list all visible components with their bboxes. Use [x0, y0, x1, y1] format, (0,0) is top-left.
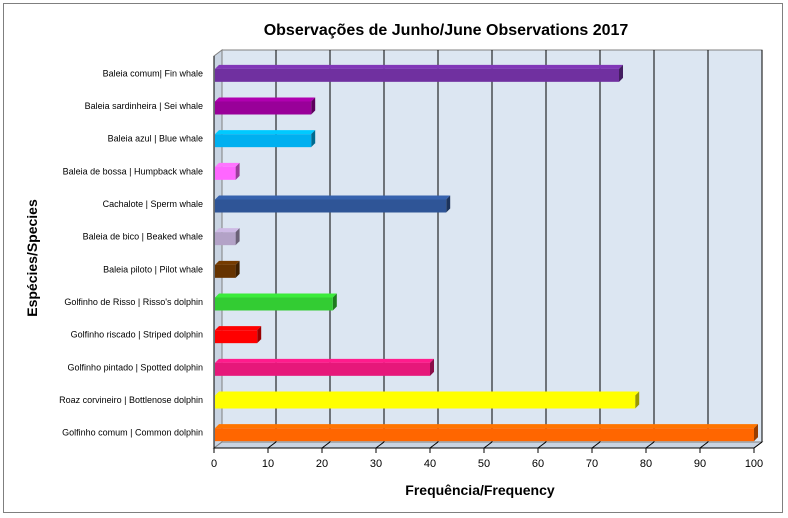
gridline-floor — [321, 441, 331, 449]
bar — [215, 428, 754, 442]
bar-top — [215, 130, 316, 135]
bar-top — [215, 358, 434, 363]
bar-top — [215, 293, 337, 298]
y-tick-label: Golfinho pintado | Spotted dolphin — [68, 362, 203, 372]
x-tick-label: 50 — [478, 458, 490, 470]
x-tick-label: 40 — [424, 458, 436, 470]
y-tick-label: Baleia de bossa | Humpback whale — [63, 166, 203, 176]
bar — [215, 395, 636, 409]
x-axis-title: Frequência/Frequency — [405, 482, 555, 498]
bar-top — [215, 326, 262, 331]
bar-top — [215, 162, 240, 167]
bar-top — [215, 391, 640, 396]
y-tick-label: Baleia piloto | Pilot whale — [103, 264, 203, 274]
bar-end — [619, 64, 623, 82]
chart-title: Observações de Junho/June Observations 2… — [264, 22, 629, 39]
bar-end — [311, 130, 316, 148]
x-tick-label: 60 — [532, 458, 544, 470]
plot-area: 0 10 20 30 40 50 60 70 80 90 100 Baleia comum| Fin … — [59, 49, 764, 470]
bar-top — [215, 97, 316, 102]
bar-end — [235, 260, 240, 278]
x-tick-label: 30 — [370, 458, 382, 470]
x-tick-label: 100 — [745, 458, 763, 470]
x-tick-label: 70 — [586, 458, 598, 470]
y-tick-label: Baleia comum| Fin whale — [103, 68, 203, 78]
gridline-floor — [375, 441, 385, 449]
bar — [215, 330, 258, 344]
x-tick-label: 20 — [316, 458, 328, 470]
gridline-floor — [699, 441, 709, 449]
gridline-floor — [645, 441, 655, 449]
gridline-floor — [267, 441, 277, 449]
bar-end — [446, 195, 451, 213]
bar-top — [215, 424, 758, 429]
gridline-floor — [591, 441, 601, 449]
y-tick-label: Golfinho comum | Common dolphin — [62, 428, 203, 438]
bar — [215, 134, 312, 148]
bar-end — [235, 162, 240, 180]
x-tick-label: 10 — [262, 458, 274, 470]
y-tick-label: Golfinho de Risso | Risso's dolphin — [64, 297, 203, 307]
x-tick-label: 0 — [211, 458, 217, 470]
bar-end — [635, 391, 640, 409]
y-tick-label: Golfinho riscado | Striped dolphin — [71, 330, 203, 340]
bar-end — [311, 97, 316, 115]
gridline-floor — [483, 441, 493, 449]
bar — [215, 297, 333, 311]
bar — [215, 199, 447, 213]
y-tick-label: Roaz corvineiro | Bottlenose dolphin — [59, 395, 203, 405]
bar — [215, 232, 236, 246]
bar-top — [215, 260, 240, 265]
y-tick-label: Baleia azul | Blue whale — [108, 134, 203, 144]
y-tick-label: Baleia sardinheira | Sei whale — [85, 101, 203, 111]
bar-end — [235, 228, 240, 246]
gridline-floor — [429, 441, 439, 449]
y-tick-label: Baleia de bico | Beaked whale — [83, 232, 203, 242]
bar — [215, 101, 312, 115]
bar-top — [215, 64, 623, 69]
bar — [215, 362, 430, 376]
x-tick-label: 80 — [640, 458, 652, 470]
bar-end — [332, 293, 337, 311]
bar-end — [754, 424, 758, 442]
gridline-floor — [537, 441, 547, 449]
y-tick-label: Cachalote | Sperm whale — [103, 199, 203, 209]
bar — [215, 264, 236, 278]
y-axis-title: Espécies/Species — [24, 199, 40, 317]
bar-top — [215, 228, 240, 233]
bar — [215, 68, 619, 82]
x-tick-label: 90 — [694, 458, 706, 470]
bar-end — [430, 358, 434, 376]
gridline-floor — [753, 441, 763, 449]
bar — [215, 166, 236, 180]
bar-top — [215, 195, 451, 200]
bar-end — [257, 326, 262, 344]
